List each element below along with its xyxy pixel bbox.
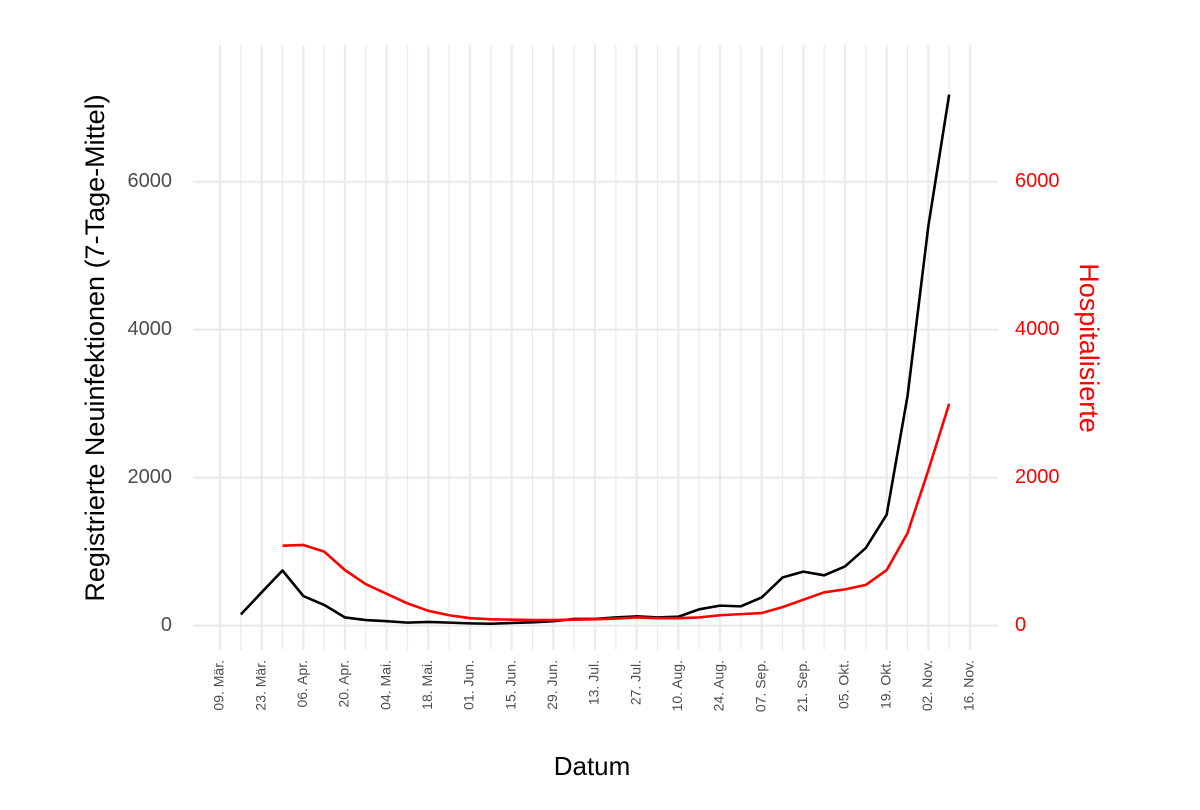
y-tick-label: 6000: [128, 170, 173, 192]
x-tick-label: 02. Nov.: [919, 660, 935, 711]
x-tick-label: 09. Mär.: [211, 660, 227, 711]
x-tick-label: 20. Apr.: [336, 660, 352, 707]
x-tick-label: 06. Apr.: [294, 660, 310, 707]
x-tick-label: 29. Jun.: [544, 660, 560, 710]
x-tick-label: 18. Mai.: [419, 660, 435, 710]
y2-tick-label: 4000: [1015, 318, 1060, 340]
x-tick-label: 24. Aug.: [711, 660, 727, 711]
y-axis-title: Registrierte Neuinfektionen (7-Tage-Mitt…: [80, 94, 110, 601]
x-axis-title: Datum: [554, 751, 631, 781]
x-tick-label: 07. Sep.: [752, 660, 768, 712]
x-tick-label: 01. Jun.: [461, 660, 477, 710]
x-tick-label: 21. Sep.: [794, 660, 810, 712]
y-tick-label: 4000: [128, 318, 173, 340]
series-line: [282, 403, 951, 622]
x-tick-label: 04. Mai.: [377, 660, 393, 710]
x-tick-label: 05. Okt.: [836, 660, 852, 709]
y2-tick-label: 6000: [1015, 170, 1060, 192]
y-tick-label: 2000: [128, 466, 173, 488]
x-tick-label: 15. Jun.: [502, 660, 518, 710]
x-tick-label: 23. Mär.: [252, 660, 268, 711]
x-tick-label: 13. Jul.: [586, 660, 602, 705]
y-tick-label: 0: [161, 614, 172, 636]
x-tick-label: 19. Okt.: [877, 660, 893, 709]
y2-tick-label: 2000: [1015, 466, 1060, 488]
y2-tick-label: 0: [1015, 614, 1026, 636]
x-tick-label: 10. Aug.: [669, 660, 685, 711]
x-tick-label: 27. Jul.: [627, 660, 643, 705]
x-tick-label: 16. Nov.: [961, 660, 977, 711]
y2-axis-title: Hospitalisierte: [1074, 263, 1104, 433]
